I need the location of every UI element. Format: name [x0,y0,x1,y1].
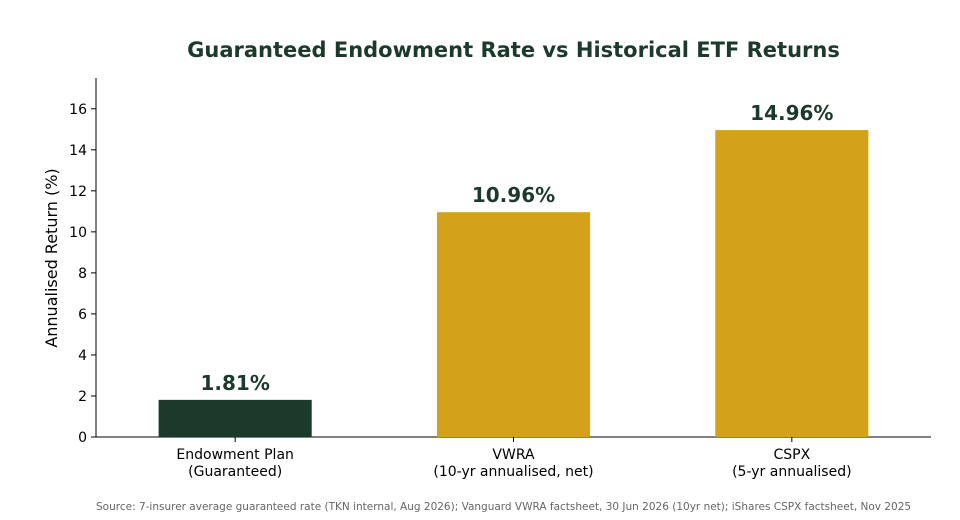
x-tick-label: VWRA [492,447,535,463]
bar [158,399,312,437]
y-tick-label: 4 [78,348,87,364]
y-axis-label: Annualised Return (%) [42,168,61,347]
y-tick-label: 6 [78,307,87,323]
y-tick-label: 12 [69,184,87,200]
y-tick-label: 2 [78,389,87,405]
y-tick-label: 16 [69,102,87,118]
y-tick-label: 8 [78,266,87,282]
bars [158,130,869,437]
y-tick-label: 0 [78,430,87,446]
y-tick-label: 10 [69,225,87,241]
bar [715,130,869,437]
x-tick-label: (Guaranteed) [188,464,282,480]
bar [436,212,591,437]
x-tick-label: (5-yr annualised) [732,464,851,480]
x-tick-label: (10-yr annualised, net) [433,464,593,480]
chart-title: Guaranteed Endowment Rate vs Historical … [187,38,840,62]
data-label: 1.81% [200,371,269,395]
data-label: 10.96% [472,183,555,207]
y-tick-label: 14 [69,143,87,159]
data-labels: 1.81% 10.96% 14.96% [200,101,833,395]
x-tick-label: CSPX [773,447,810,463]
x-tick-label: Endowment Plan [176,447,293,463]
data-label: 14.96% [750,101,833,125]
source-note: Source: 7-insurer average guaranteed rat… [96,501,912,513]
